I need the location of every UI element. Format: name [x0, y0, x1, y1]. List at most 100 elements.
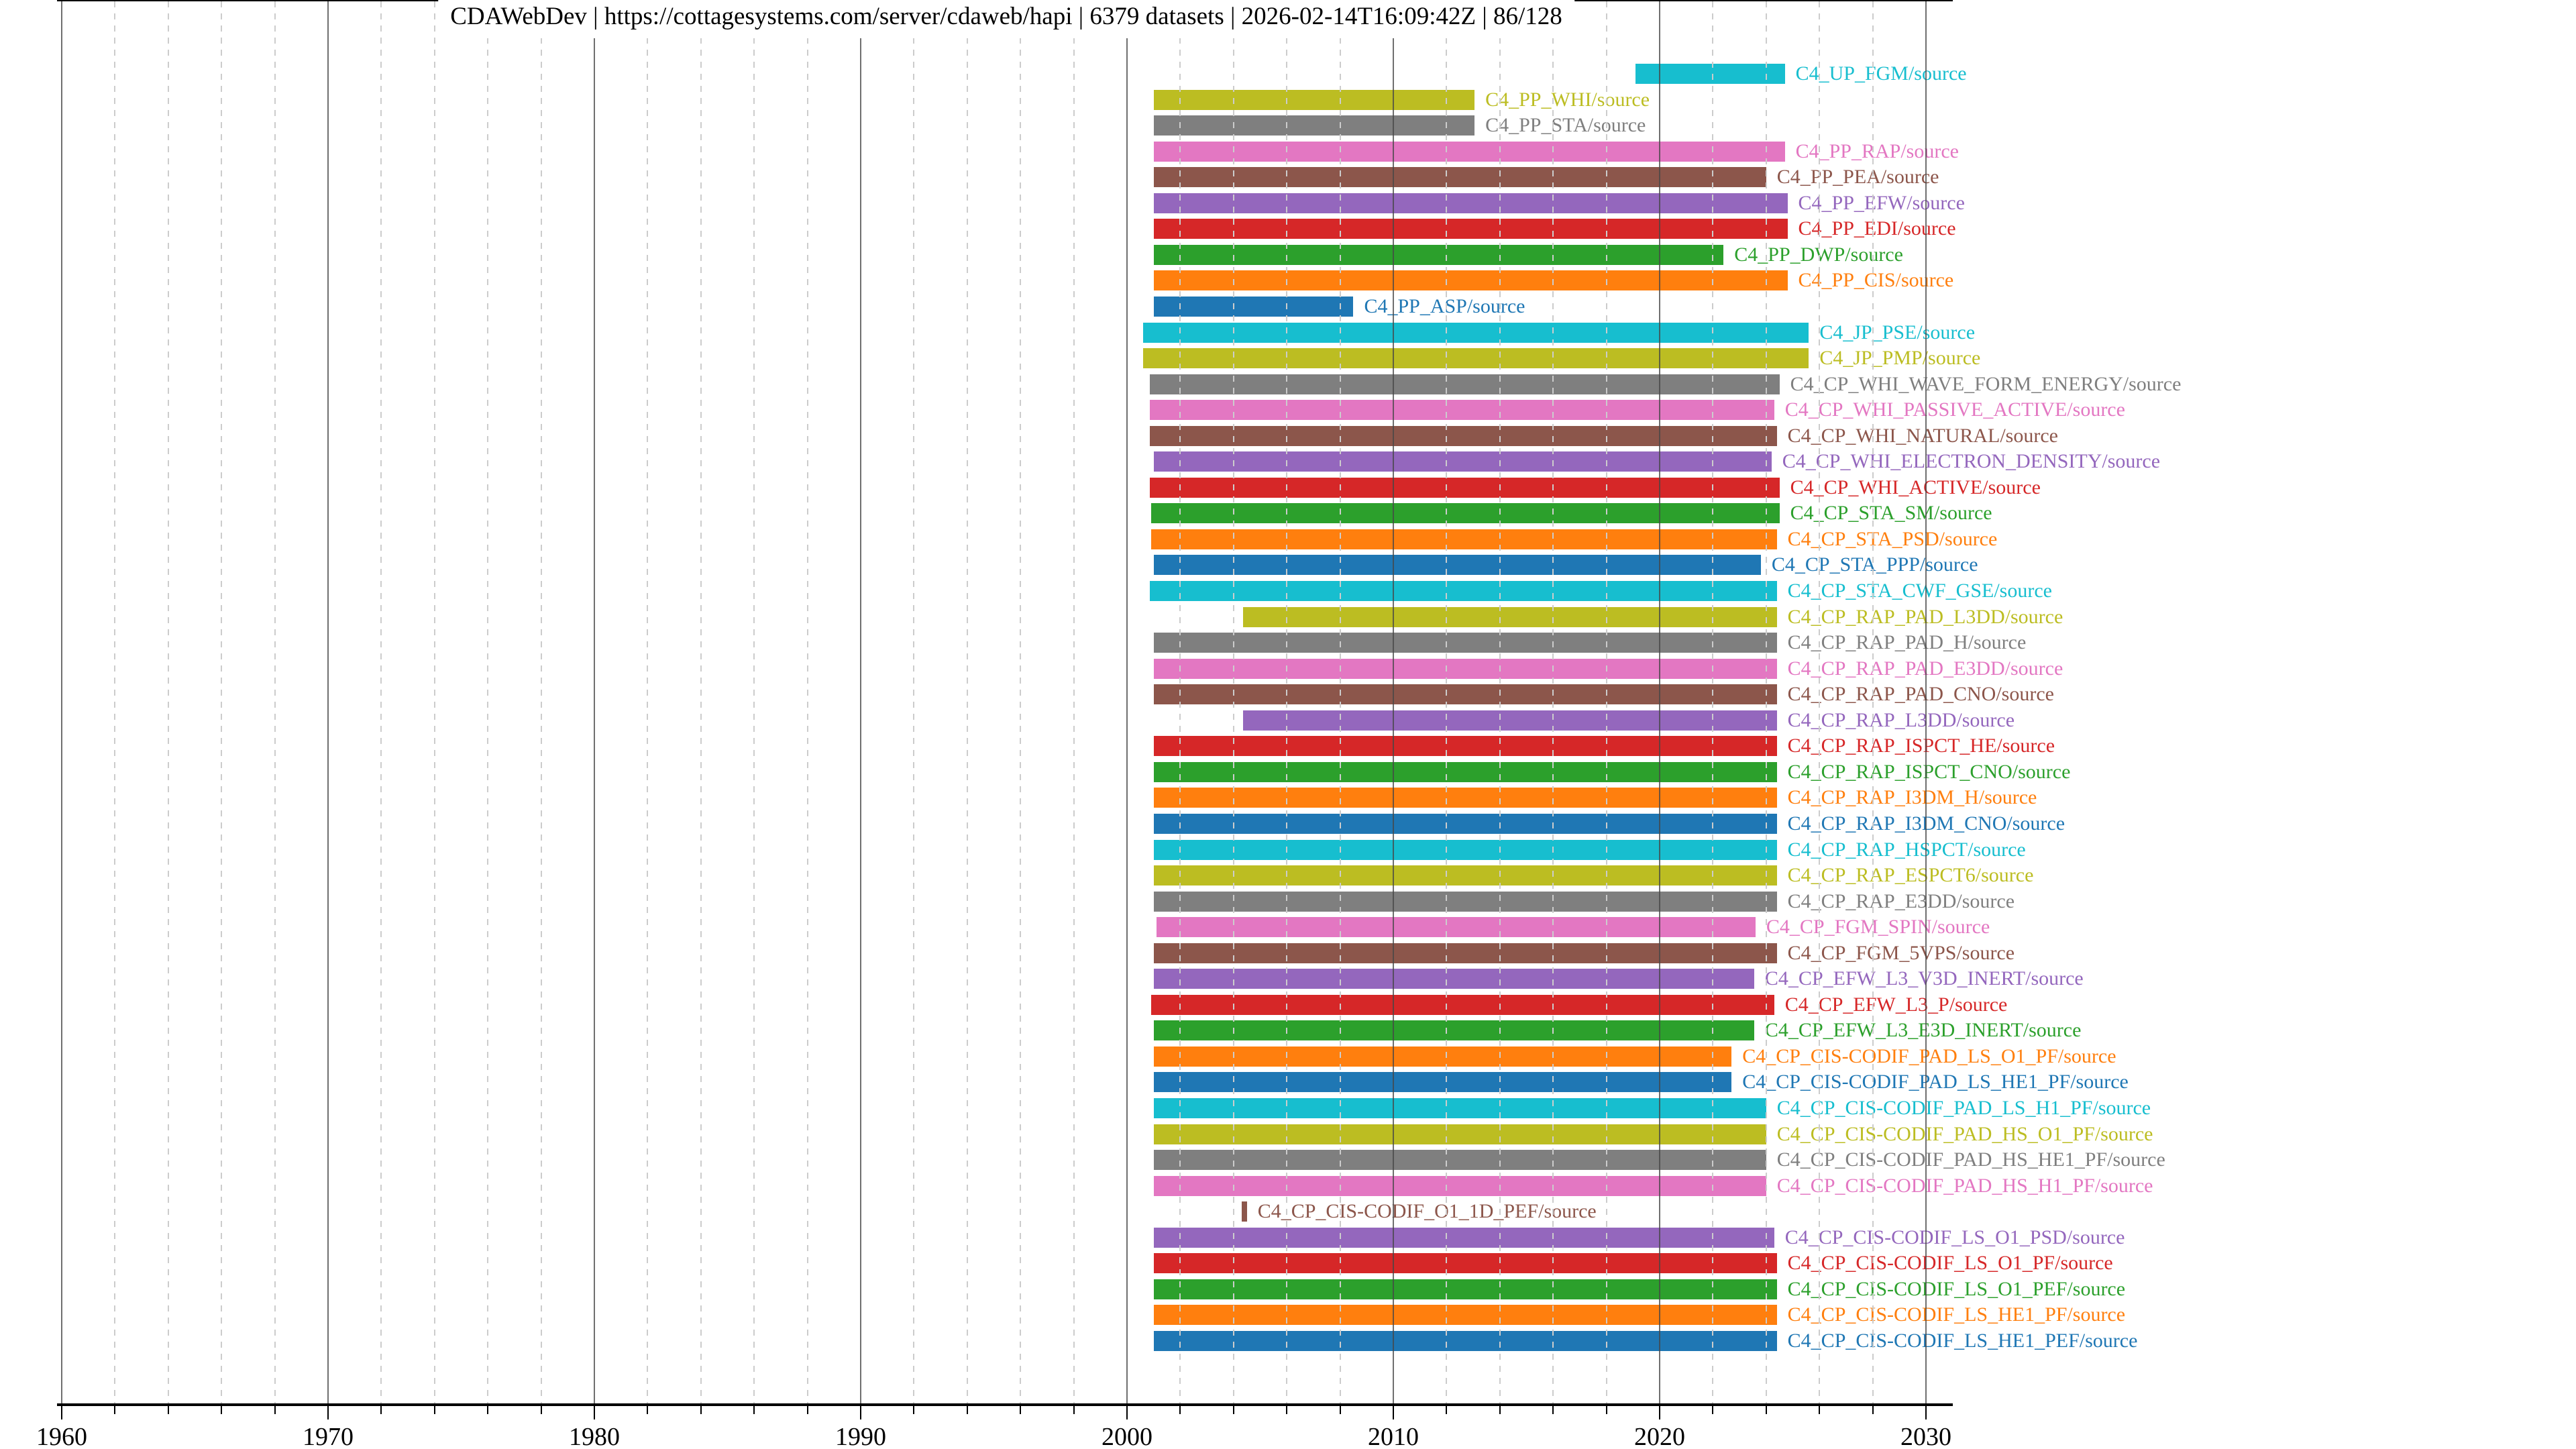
- x-axis-major-tick: [1393, 1406, 1394, 1419]
- x-axis-major-tick: [1126, 1406, 1128, 1419]
- dataset-label: C4_CP_WHI_NATURAL/source: [1787, 424, 2058, 447]
- grid-minor-line: [1339, 1, 1341, 1403]
- coverage-bar: [1156, 917, 1756, 938]
- x-axis-tick-label: 1980: [569, 1423, 620, 1449]
- dataset-label: C4_CP_WHI_PASSIVE_ACTIVE/source: [1784, 398, 2125, 421]
- grid-minor-line: [221, 1, 223, 1403]
- coverage-bar: [1150, 503, 1780, 524]
- dataset-label: C4_CP_STA_CWF_GSE/source: [1787, 580, 2052, 602]
- dataset-label: C4_CP_WHI_ELECTRON_DENSITY/source: [1782, 450, 2161, 473]
- dataset-label: C4_CP_EFW_L3_E3D_INERT/source: [1764, 1019, 2082, 1042]
- coverage-bar: [1153, 839, 1777, 860]
- coverage-bar: [1153, 193, 1788, 213]
- coverage-bar: [1150, 529, 1777, 549]
- coverage-bar: [1149, 374, 1780, 394]
- coverage-bar: [1153, 115, 1475, 136]
- x-axis-line: [57, 1403, 1953, 1406]
- x-axis-minor-tick: [1446, 1406, 1448, 1414]
- coverage-bar: [1153, 658, 1777, 679]
- dataset-label: C4_PP_PEA/source: [1776, 166, 1939, 189]
- x-axis-minor-tick: [1872, 1406, 1874, 1414]
- coverage-bar: [1153, 761, 1777, 782]
- dataset-label: C4_CP_CIS-CODIF_O1_1D_PEF/source: [1257, 1200, 1597, 1223]
- dataset-label: C4_PP_STA/source: [1485, 114, 1646, 137]
- grid-minor-line: [753, 1, 755, 1403]
- grid-minor-line: [1712, 1, 1714, 1403]
- grid-minor-line: [380, 1, 382, 1403]
- x-axis-tick-label: 2020: [1634, 1423, 1685, 1449]
- grid-minor-line: [806, 1, 808, 1403]
- coverage-bar: [1142, 322, 1809, 343]
- dataset-label: C4_PP_WHI/source: [1485, 88, 1650, 111]
- dataset-label: C4_CP_CIS-CODIF_PAD_HS_HE1_PF/source: [1776, 1148, 2165, 1171]
- dataset-label: C4_CP_RAP_I3DM_H/source: [1787, 786, 2037, 809]
- dataset-label: C4_PP_ASP/source: [1364, 294, 1525, 317]
- coverage-bar: [1242, 710, 1777, 731]
- chart-title: CDAWebDev | https://cottagesystems.com/s…: [438, 0, 1574, 38]
- coverage-bar: [1153, 1227, 1774, 1248]
- grid-minor-line: [1872, 1, 1874, 1403]
- dataset-label: C4_CP_RAP_E3DD/source: [1787, 890, 2015, 912]
- grid-minor-line: [700, 1, 702, 1403]
- x-axis-minor-tick: [1605, 1406, 1607, 1414]
- grid-minor-line: [1446, 1, 1448, 1403]
- coverage-bar: [1153, 969, 1754, 989]
- coverage-bar: [1153, 684, 1777, 705]
- coverage-bar: [1153, 141, 1785, 162]
- grid-major-line: [1393, 1, 1394, 1403]
- x-axis-major-tick: [61, 1406, 62, 1419]
- coverage-bar: [1153, 1098, 1766, 1118]
- x-axis-major-tick: [1659, 1406, 1660, 1419]
- grid-major-line: [594, 1, 595, 1403]
- coverage-bar: [1153, 451, 1772, 472]
- grid-minor-line: [1232, 1, 1234, 1403]
- x-axis-minor-tick: [753, 1406, 755, 1414]
- x-axis-tick-label: 1990: [835, 1423, 886, 1449]
- x-axis-minor-tick: [1499, 1406, 1501, 1414]
- dataset-label: C4_CP_RAP_HSPCT/source: [1787, 838, 2026, 861]
- dataset-label: C4_CP_RAP_PAD_L3DD/source: [1787, 605, 2063, 628]
- x-axis-minor-tick: [1286, 1406, 1288, 1414]
- x-axis-major-tick: [327, 1406, 329, 1419]
- grid-minor-line: [1819, 1, 1821, 1403]
- x-axis-minor-tick: [806, 1406, 808, 1414]
- dataset-label: C4_CP_RAP_ESPCT6/source: [1787, 864, 2034, 887]
- coverage-bar: [1153, 89, 1475, 110]
- coverage-bar: [1153, 244, 1724, 265]
- coverage-bar: [1153, 270, 1788, 291]
- grid-major-line: [1126, 1, 1128, 1403]
- grid-minor-line: [433, 1, 435, 1403]
- x-axis-minor-tick: [1073, 1406, 1075, 1414]
- x-axis-tick-label: 1970: [303, 1423, 354, 1449]
- dataset-label: C4_CP_CIS-CODIF_LS_HE1_PF/source: [1787, 1303, 2126, 1326]
- x-axis-minor-tick: [1020, 1406, 1022, 1414]
- coverage-bar: [1153, 296, 1354, 317]
- x-axis-minor-tick: [1232, 1406, 1234, 1414]
- coverage-bar: [1150, 994, 1774, 1015]
- grid-minor-line: [114, 1, 116, 1403]
- dataset-label: C4_PP_DWP/source: [1734, 242, 1903, 268]
- dataset-label: C4_CP_CIS-CODIF_LS_O1_PEF/source: [1787, 1277, 2126, 1300]
- dataset-label: C4_UP_FGM/source: [1795, 62, 1967, 85]
- coverage-bar: [1153, 1330, 1777, 1351]
- coverage-bar: [1635, 64, 1785, 84]
- x-axis-minor-tick: [540, 1406, 542, 1414]
- dataset-label: C4_CP_RAP_L3DD/source: [1787, 708, 2015, 731]
- x-axis-minor-tick: [1552, 1406, 1554, 1414]
- dataset-label: C4_CP_RAP_PAD_CNO/source: [1787, 683, 2054, 706]
- coverage-bar: [1153, 1124, 1766, 1144]
- coverage-bar: [1153, 1253, 1777, 1274]
- x-axis-minor-tick: [1819, 1406, 1821, 1414]
- coverage-bar: [1153, 865, 1777, 886]
- dataset-label: C4_CP_FGM_SPIN/source: [1766, 916, 1990, 938]
- x-axis-tick-label: 2010: [1368, 1423, 1419, 1449]
- grid-minor-line: [1499, 1, 1501, 1403]
- x-axis-minor-tick: [167, 1406, 169, 1414]
- x-axis-tick-label: 2030: [1900, 1423, 1951, 1449]
- x-axis-major-tick: [594, 1406, 595, 1419]
- dataset-label: C4_PP_RAP/source: [1795, 140, 1959, 162]
- dataset-label: C4_CP_CIS-CODIF_PAD_LS_H1_PF/source: [1776, 1097, 2151, 1119]
- coverage-bar: [1153, 633, 1777, 653]
